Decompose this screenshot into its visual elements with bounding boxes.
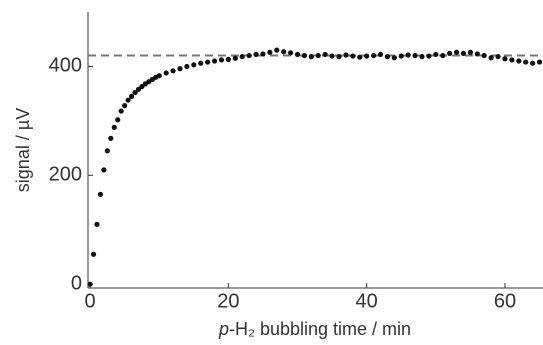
data-point — [274, 47, 280, 53]
data-point — [177, 66, 183, 72]
data-point — [87, 281, 93, 287]
data-point — [364, 53, 370, 59]
y-tick-label: 400 — [49, 55, 82, 77]
data-point — [163, 70, 169, 76]
data-point — [460, 50, 467, 56]
data-point — [350, 53, 356, 59]
data-point — [419, 54, 425, 60]
data-point — [94, 221, 100, 227]
data-point — [184, 63, 190, 70]
data-point — [488, 55, 494, 61]
y-tick-label: 200 — [49, 164, 82, 186]
data-point — [453, 49, 460, 55]
data-point — [239, 54, 245, 60]
y-tick-label: 0 — [71, 272, 82, 294]
x-tick-label: 0 — [85, 290, 96, 312]
data-point — [132, 89, 138, 96]
data-point — [232, 55, 238, 61]
data-point — [301, 52, 308, 59]
data-point — [398, 53, 404, 59]
data-point — [357, 54, 363, 60]
data-point — [474, 51, 480, 57]
data-point — [104, 148, 110, 154]
data-point — [267, 49, 273, 55]
data-point — [118, 108, 124, 114]
data-point — [384, 54, 391, 60]
data-point — [509, 57, 515, 63]
data-point — [502, 56, 508, 62]
data-point — [90, 251, 97, 257]
data-point — [495, 54, 501, 60]
data-point — [322, 51, 328, 58]
data-point — [294, 51, 301, 58]
data-point — [170, 68, 176, 74]
data-point — [111, 124, 117, 131]
data-point — [481, 52, 487, 59]
data-point — [97, 191, 104, 197]
x-axis-label-rest: -H₂ bubbling time / min — [229, 319, 411, 339]
data-point — [523, 59, 529, 65]
data-point — [433, 51, 439, 58]
x-tick-label: 60 — [494, 290, 516, 312]
data-point — [391, 55, 397, 61]
data-point — [260, 51, 266, 57]
data-point — [122, 103, 128, 109]
data-point — [128, 93, 135, 99]
x-axis-label: p-H₂ bubbling time / min — [218, 319, 411, 339]
data-point — [405, 52, 411, 58]
data-point — [205, 59, 211, 65]
data-point — [225, 56, 231, 62]
data-point — [281, 49, 287, 55]
data-point — [329, 53, 335, 59]
data-point — [377, 51, 384, 58]
data-point — [218, 57, 225, 63]
data-point — [447, 50, 453, 56]
data-point — [288, 50, 294, 56]
data-point — [211, 58, 218, 64]
data-point — [246, 52, 252, 59]
x-tick-label: 40 — [356, 290, 378, 312]
data-point — [412, 52, 418, 59]
data-point — [156, 73, 162, 79]
data-point — [536, 59, 543, 65]
data-point — [370, 52, 377, 59]
data-point — [125, 97, 131, 103]
data-point — [115, 117, 121, 123]
data-point — [440, 52, 446, 59]
data-point — [336, 54, 342, 60]
x-axis-label-italic: p — [218, 319, 229, 339]
y-axis-label: signal / µV — [13, 108, 33, 192]
data-point — [343, 52, 349, 58]
data-point — [426, 53, 432, 59]
data-point — [253, 51, 259, 58]
x-tick-label: 20 — [217, 290, 239, 312]
data-point — [315, 52, 321, 59]
data-point — [308, 54, 314, 60]
data-point — [516, 58, 522, 64]
data-point — [467, 49, 473, 55]
data-point — [191, 62, 197, 68]
data-point — [108, 135, 114, 141]
data-point — [101, 167, 107, 173]
data-point — [530, 60, 536, 66]
data-point — [198, 60, 204, 66]
